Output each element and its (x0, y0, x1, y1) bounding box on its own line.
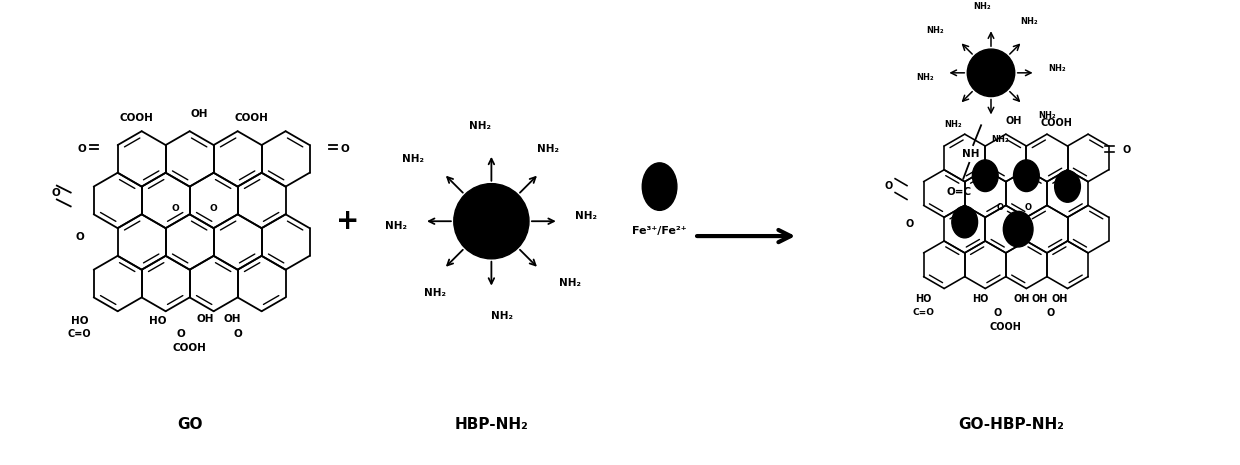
Text: NH₂: NH₂ (973, 2, 991, 11)
Text: O: O (996, 203, 1003, 213)
Text: HO: HO (972, 294, 988, 305)
Text: HBP-NH₂: HBP-NH₂ (455, 417, 528, 432)
Text: NH: NH (962, 149, 980, 159)
Text: OH: OH (1006, 116, 1022, 126)
Text: NH₂: NH₂ (1049, 64, 1066, 73)
Text: O: O (171, 204, 179, 213)
Ellipse shape (1055, 171, 1080, 202)
Text: O: O (176, 329, 185, 339)
Text: Fe³⁺/Fe²⁺: Fe³⁺/Fe²⁺ (632, 226, 687, 236)
Text: O: O (1025, 203, 1032, 213)
Text: +: + (336, 207, 360, 235)
Text: C=O: C=O (67, 329, 91, 339)
Text: NH₂: NH₂ (926, 26, 944, 35)
Text: NH₂: NH₂ (558, 279, 580, 288)
Text: OH: OH (1032, 294, 1048, 305)
Text: O: O (210, 204, 217, 213)
Text: OH: OH (191, 109, 208, 120)
Circle shape (454, 184, 529, 259)
Ellipse shape (952, 206, 977, 238)
Text: HO: HO (915, 294, 931, 305)
Text: NH₂: NH₂ (916, 73, 934, 82)
Text: O: O (1122, 145, 1131, 155)
Text: O: O (233, 329, 242, 339)
Text: O: O (51, 187, 60, 198)
Text: NH₂: NH₂ (944, 120, 962, 129)
Text: NH₂: NH₂ (575, 211, 598, 221)
Text: NH₂: NH₂ (537, 144, 558, 154)
Text: NH₂: NH₂ (386, 221, 408, 231)
Text: NH₂: NH₂ (991, 134, 1008, 144)
Text: NH₂: NH₂ (1038, 111, 1055, 120)
Text: GO: GO (177, 417, 202, 432)
Text: COOH: COOH (990, 322, 1022, 332)
Text: NH₂: NH₂ (470, 121, 491, 131)
Text: HO: HO (149, 316, 166, 326)
Text: NH₂: NH₂ (424, 288, 446, 299)
Text: O: O (1047, 308, 1055, 318)
Ellipse shape (1013, 160, 1039, 192)
Text: OH: OH (1013, 294, 1029, 305)
Text: O: O (78, 144, 87, 154)
Text: NH₂: NH₂ (491, 311, 513, 321)
Circle shape (967, 49, 1014, 97)
Text: OH: OH (197, 314, 215, 324)
Text: COOH: COOH (120, 113, 154, 123)
Text: O: O (993, 308, 1001, 318)
Text: COOH: COOH (1040, 118, 1073, 128)
Ellipse shape (1003, 211, 1033, 247)
Ellipse shape (642, 163, 677, 210)
Text: O: O (885, 180, 893, 191)
Text: COOH: COOH (172, 343, 207, 353)
Text: NH₂: NH₂ (1021, 17, 1038, 26)
Text: C=O: C=O (913, 308, 935, 317)
Ellipse shape (972, 160, 998, 192)
Text: NH₂: NH₂ (402, 154, 424, 164)
Text: COOH: COOH (234, 113, 268, 123)
Text: O: O (341, 144, 350, 154)
Text: O: O (905, 219, 914, 229)
Text: OH: OH (1052, 294, 1068, 305)
Text: HO: HO (71, 316, 88, 326)
Text: O: O (76, 232, 84, 242)
Text: GO-HBP-NH₂: GO-HBP-NH₂ (957, 417, 1064, 432)
Text: O=C: O=C (947, 186, 972, 197)
Text: OH: OH (223, 314, 241, 324)
